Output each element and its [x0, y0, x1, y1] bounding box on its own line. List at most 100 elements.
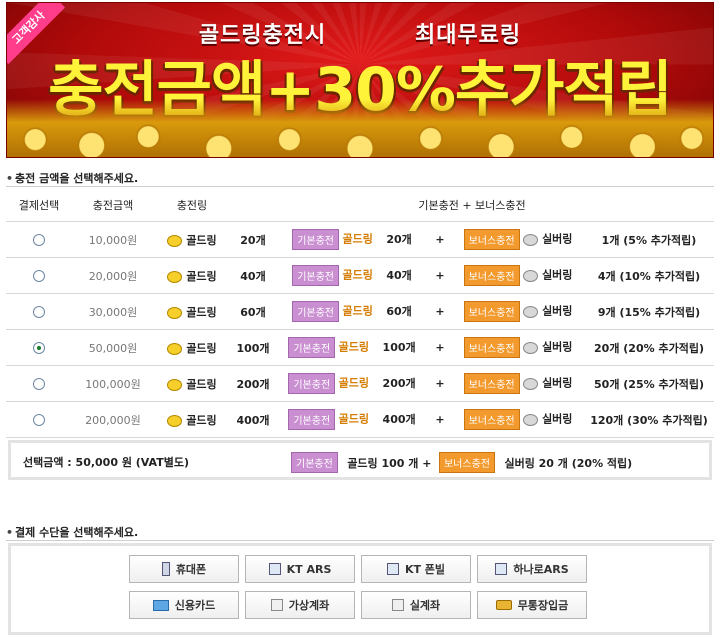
summary-silver-text: 실버링 20 개 (20% 적립) [504, 456, 633, 470]
selection-summary: 선택금액 : 50,000 원 (VAT별도) 기본충전 골드링 100 개 +… [8, 440, 712, 480]
bonus-result: 20개 (20% 추가적립) [584, 329, 714, 366]
summary-bonus-tag: 보너스충전 [438, 452, 495, 473]
pay-button-0[interactable]: 휴대폰 [129, 555, 239, 583]
silver-ring-icon [523, 269, 539, 282]
basic-charge-cell: 기본충전 골드링 20개 [276, 221, 428, 258]
pay-button-6[interactable]: 실계좌 [361, 591, 471, 619]
bonus-charge-cell: 보너스충전 실버링 [452, 221, 584, 258]
silver-ring-label: 실버링 [542, 376, 573, 390]
plus-sign: + [428, 293, 452, 330]
bonus-charge-tag: 보너스충전 [463, 373, 520, 394]
basic-gold-label: 골드링 [338, 340, 370, 354]
banner-line-right: 최대무료링 [414, 23, 522, 48]
select-cell[interactable] [6, 293, 72, 330]
selected-amount: 선택금액 : 50,000 원 (VAT별도) [23, 456, 189, 469]
bonus-charge-tag: 보너스충전 [463, 409, 520, 430]
header-detail: 기본충전 + 보너스충전 [418, 199, 526, 212]
bonus-result: 4개 (10% 추가적립) [584, 257, 714, 294]
price-cell: 200,000원 [72, 401, 154, 438]
pay-button-label: KT ARS [286, 562, 332, 576]
silver-ring-label: 실버링 [542, 268, 573, 282]
ring-cell: 골드링 [154, 293, 230, 330]
select-cell[interactable] [6, 401, 72, 438]
pay-button-label: 무통장입금 [517, 599, 569, 612]
gold-ring-label: 골드링 [186, 269, 217, 283]
table-row[interactable]: 30,000원 골드링 60개 기본충전 골드링 60개 + 보너스충전 실버링 9개 (1… [6, 293, 714, 330]
basic-count: 40개 [386, 268, 412, 282]
gold-ring-icon [167, 234, 183, 247]
table-row[interactable]: 20,000원 골드링 40개 기본충전 골드링 40개 + 보너스충전 실버링 4개 (1… [6, 257, 714, 294]
gold-ring-label: 골드링 [186, 377, 217, 391]
gold-ring-icon [167, 270, 183, 283]
table-header: 결제선택 충전금액 충전링 기본충전 + 보너스충전 [6, 189, 714, 222]
gold-count: 400개 [230, 401, 276, 438]
silver-ring-icon [523, 233, 539, 246]
charge-amount-table: 결제선택 충전금액 충전링 기본충전 + 보너스충전 10,000원 골드링 20개… [6, 189, 714, 438]
gold-count: 60개 [230, 293, 276, 330]
bonus-result: 1개 (5% 추가적립) [584, 221, 714, 258]
table-row[interactable]: 100,000원 골드링 200개 기본충전 골드링 200개 + 보너스충전 실버링 50… [6, 365, 714, 402]
pay-button-2[interactable]: KT 폰빌 [361, 555, 471, 583]
amount-radio[interactable] [33, 342, 45, 354]
basic-charge-tag: 기본충전 [292, 265, 339, 286]
select-cell[interactable] [6, 221, 72, 258]
bonus-result: 50개 (25% 추가적립) [584, 365, 714, 402]
silver-ring-label: 실버링 [542, 340, 573, 354]
basic-count: 200개 [382, 376, 416, 390]
pay-button-7[interactable]: 무통장입금 [477, 591, 587, 619]
select-cell[interactable] [6, 365, 72, 402]
price-cell: 100,000원 [72, 365, 154, 402]
basic-count: 100개 [382, 340, 416, 354]
plus-sign: + [428, 257, 452, 294]
table-row[interactable]: 50,000원 골드링 100개 기본충전 골드링 100개 + 보너스충전 실버링 20개… [6, 329, 714, 366]
basic-gold-label: 골드링 [338, 376, 370, 390]
amount-radio[interactable] [33, 414, 45, 426]
payment-method-box: 휴대폰 KT ARS KT 폰빌 하나로ARS 신용카드 가상계좌 실계좌 무통장입금 [8, 543, 712, 635]
pay-button-4[interactable]: 신용카드 [129, 591, 239, 619]
basic-count: 20개 [386, 232, 412, 246]
table-row[interactable]: 10,000원 골드링 20개 기본충전 골드링 20개 + 보너스충전 실버링 1개 (5… [6, 221, 714, 258]
basic-gold-label: 골드링 [342, 268, 373, 282]
gold-count: 200개 [230, 365, 276, 402]
ring-cell: 골드링 [154, 257, 230, 294]
plus-sign: + [428, 401, 452, 438]
bonus-result: 9개 (15% 추가적립) [584, 293, 714, 330]
promo-banner: 고객감사 골드링충전시 최대무료링 충전금액+30%추가적립 [6, 2, 714, 158]
pay-button-1[interactable]: KT ARS [245, 555, 355, 583]
select-cell[interactable] [6, 329, 72, 366]
amount-radio[interactable] [33, 270, 45, 282]
table-row[interactable]: 200,000원 골드링 400개 기본충전 골드링 400개 + 보너스충전 실버링 12… [6, 401, 714, 438]
basic-charge-tag: 기본충전 [288, 373, 336, 394]
bonus-charge-tag: 보너스충전 [463, 265, 520, 286]
gold-ring-icon [167, 378, 183, 391]
gold-count: 40개 [230, 257, 276, 294]
amount-radio[interactable] [33, 306, 45, 318]
mobile-phone-icon [161, 562, 170, 576]
silver-ring-label: 실버링 [542, 412, 573, 426]
account-list-icon [270, 599, 283, 611]
basic-gold-label: 골드링 [342, 304, 373, 318]
pay-button-3[interactable]: 하나로ARS [477, 555, 587, 583]
basic-count: 400개 [382, 412, 416, 426]
bonus-charge-cell: 보너스충전 실버링 [452, 365, 584, 402]
basic-charge-tag: 기본충전 [288, 337, 336, 358]
gold-ring-label: 골드링 [186, 341, 217, 355]
summary-detail: 기본충전 골드링 100 개 + 보너스충전 실버링 20 개 (20% 적립) [291, 452, 632, 473]
amount-radio[interactable] [33, 234, 45, 246]
silver-ring-icon [523, 413, 539, 426]
price-cell: 30,000원 [72, 293, 154, 330]
bonus-charge-cell: 보너스충전 실버링 [452, 293, 584, 330]
bonus-charge-tag: 보너스충전 [463, 301, 520, 322]
pay-button-label: 하나로ARS [513, 563, 569, 576]
amount-section-divider [6, 186, 714, 187]
plus-sign: + [428, 365, 452, 402]
pay-button-5[interactable]: 가상계좌 [245, 591, 355, 619]
basic-charge-cell: 기본충전 골드링 60개 [276, 293, 428, 330]
credit-card-icon [152, 599, 169, 611]
ring-cell: 골드링 [154, 221, 230, 258]
pay-button-label: KT 폰빌 [404, 563, 446, 576]
amount-radio[interactable] [33, 378, 45, 390]
price-cell: 50,000원 [72, 329, 154, 366]
select-cell[interactable] [6, 257, 72, 294]
telephone-icon [386, 563, 399, 575]
